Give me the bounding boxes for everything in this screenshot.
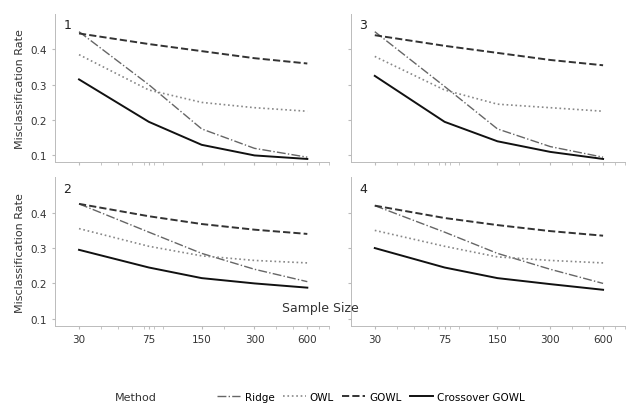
Text: 1: 1 xyxy=(63,19,72,32)
Y-axis label: Misclassification Rate: Misclassification Rate xyxy=(15,29,25,149)
Text: Sample Size: Sample Size xyxy=(282,301,358,314)
Text: 4: 4 xyxy=(360,183,367,195)
Y-axis label: Misclassification Rate: Misclassification Rate xyxy=(15,192,25,312)
Text: Method: Method xyxy=(115,392,157,402)
Legend: Ridge, OWL, GOWL, Crossover GOWL: Ridge, OWL, GOWL, Crossover GOWL xyxy=(213,387,529,406)
Text: 2: 2 xyxy=(63,183,72,195)
Text: 3: 3 xyxy=(360,19,367,32)
